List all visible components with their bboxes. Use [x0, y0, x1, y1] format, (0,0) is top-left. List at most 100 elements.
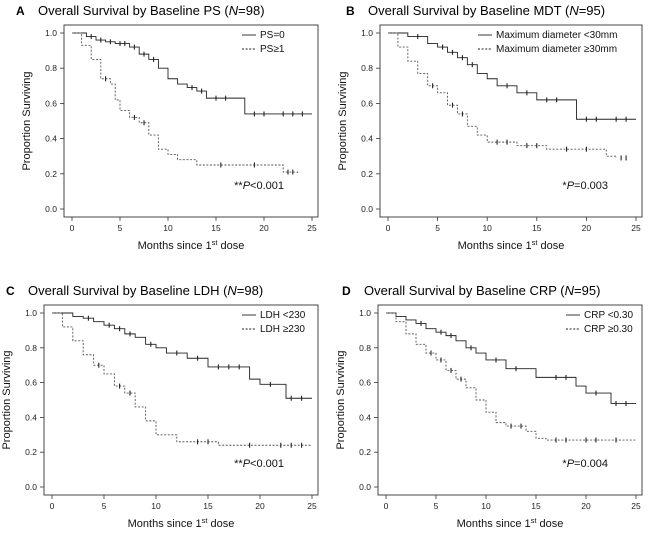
series-1	[388, 32, 636, 122]
series-1	[386, 312, 636, 406]
series-2	[386, 312, 636, 443]
chart-panel-c: C Overall Survival by Baseline LDH (N=98)…	[1, 283, 319, 530]
x-axis-label: Months since 1st dose	[128, 516, 235, 530]
p-value: **P<0.001	[234, 180, 284, 192]
y-tick-label: 0.4	[359, 412, 371, 422]
x-tick-label: 5	[102, 501, 107, 511]
y-axis-label: Proportion Surviving	[337, 71, 349, 170]
x-tick-label: 5	[118, 223, 123, 233]
panel-label: C	[6, 284, 15, 298]
legend-entry: PS≥1	[260, 44, 285, 55]
y-tick-label: 0.4	[25, 412, 37, 422]
y-tick-label: 0.2	[25, 447, 37, 457]
survival-curve	[386, 312, 636, 404]
y-tick-label: 0.6	[25, 378, 37, 388]
y-tick-label: 0.0	[359, 482, 371, 492]
legend-entry: LDH <230	[260, 310, 306, 321]
x-tick-label: 0	[50, 501, 55, 511]
y-tick-label: 0.0	[45, 204, 57, 214]
x-tick-label: 25	[631, 223, 641, 233]
chart-panel-a: A Overall Survival by Baseline PS (N=98) 0…	[16, 3, 319, 252]
survival-curve	[72, 32, 312, 115]
chart-title: Overall Survival by Baseline CRP (N=95)	[364, 283, 600, 298]
x-tick-label: 20	[581, 501, 591, 511]
x-tick-label: 15	[203, 501, 213, 511]
x-tick-label: 0	[70, 223, 75, 233]
y-tick-label: 0.2	[45, 169, 57, 179]
plot-frame	[43, 304, 319, 496]
x-tick-label: 25	[307, 501, 317, 511]
panel-label: B	[346, 4, 355, 18]
legend: Maximum diameter <30mm Maximum diameter ≥…	[478, 30, 617, 55]
legend: PS=0 PS≥1	[242, 30, 285, 55]
x-tick-label: 15	[532, 223, 542, 233]
y-tick-label: 0.0	[361, 204, 373, 214]
y-tick-label: 0.0	[25, 482, 37, 492]
panel-label: D	[342, 284, 351, 298]
series-2	[52, 312, 312, 448]
chart-panel-d: D Overall Survival by Baseline CRP (N=95)…	[335, 283, 643, 530]
legend-entry: Maximum diameter ≥30mm	[496, 44, 617, 55]
chart-title: Overall Survival by Baseline LDH (N=98)	[28, 283, 263, 298]
chart-title: Overall Survival by Baseline MDT (N=95)	[368, 3, 605, 18]
x-tick-label: 20	[255, 501, 265, 511]
legend-entry: CRP <0.30	[584, 310, 633, 321]
x-tick-label: 10	[481, 501, 491, 511]
x-tick-label: 10	[482, 223, 492, 233]
survival-curve	[386, 312, 636, 441]
survival-curve	[72, 32, 299, 174]
series-2	[388, 32, 627, 161]
y-tick-label: 1.0	[45, 28, 57, 38]
y-tick-label: 0.2	[359, 447, 371, 457]
x-tick-label: 20	[259, 223, 269, 233]
y-tick-label: 0.6	[359, 378, 371, 388]
y-tick-label: 0.8	[359, 343, 371, 353]
plot-frame	[63, 24, 319, 218]
x-tick-label: 10	[151, 501, 161, 511]
legend: LDH <230 LDH ≥230	[242, 310, 306, 335]
legend-entry: CRP ≥0.30	[584, 324, 633, 335]
y-tick-label: 1.0	[359, 308, 371, 318]
x-tick-label: 15	[211, 223, 221, 233]
series-1	[72, 32, 312, 117]
y-tick-label: 0.6	[45, 98, 57, 108]
x-tick-label: 20	[582, 223, 592, 233]
legend-entry: Maximum diameter <30mm	[496, 30, 617, 41]
p-value: *P=0.003	[562, 180, 608, 192]
x-tick-label: 0	[386, 223, 391, 233]
y-tick-label: 0.6	[361, 98, 373, 108]
x-tick-label: 5	[434, 501, 439, 511]
y-tick-label: 0.4	[361, 134, 373, 144]
y-tick-label: 1.0	[361, 28, 373, 38]
survival-curve	[388, 32, 617, 158]
x-tick-label: 5	[435, 223, 440, 233]
x-tick-label: 25	[631, 501, 641, 511]
y-tick-label: 0.8	[45, 63, 57, 73]
x-tick-label: 25	[307, 223, 317, 233]
y-tick-label: 0.2	[361, 169, 373, 179]
survival-curve	[52, 312, 312, 399]
legend-entry: LDH ≥230	[260, 324, 305, 335]
legend-entry: PS=0	[260, 30, 285, 41]
y-axis-label: Proportion Surviving	[335, 350, 347, 449]
panel-label: A	[16, 4, 25, 18]
x-axis-label: Months since 1st dose	[138, 238, 245, 252]
y-axis-label: Proportion Surviving	[1, 350, 13, 449]
x-tick-label: 15	[531, 501, 541, 511]
plot-frame	[379, 24, 643, 218]
p-value: *P=0.004	[562, 458, 608, 470]
legend: CRP <0.30 CRP ≥0.30	[566, 310, 633, 335]
x-tick-label: 0	[384, 501, 389, 511]
chart-title: Overall Survival by Baseline PS (N=98)	[38, 3, 265, 18]
plot-frame	[377, 304, 643, 496]
survival-curve	[388, 32, 636, 120]
x-tick-label: 10	[163, 223, 173, 233]
series-2	[72, 32, 299, 175]
y-axis-label: Proportion Surviving	[21, 71, 33, 170]
y-tick-label: 0.8	[361, 63, 373, 73]
y-tick-label: 1.0	[25, 308, 37, 318]
chart-panel-b: B Overall Survival by Baseline MDT (N=95)…	[337, 3, 643, 252]
y-tick-label: 0.4	[45, 134, 57, 144]
p-value: **P<0.001	[234, 458, 284, 470]
